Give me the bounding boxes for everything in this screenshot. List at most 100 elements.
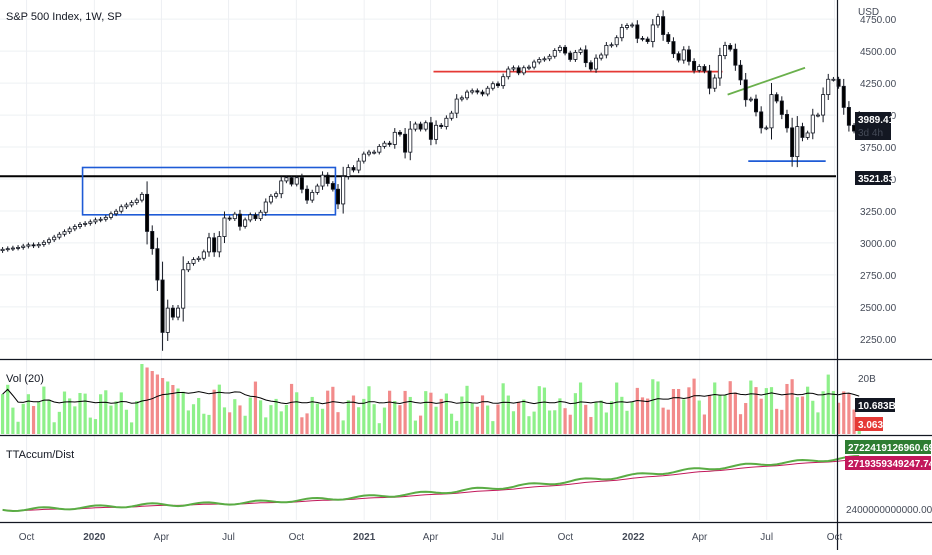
candle-down <box>325 174 330 184</box>
volume-bar <box>800 396 805 434</box>
volume-bar <box>186 410 190 434</box>
price-tick-label: 3250.00 <box>860 207 897 218</box>
candle-up <box>243 219 248 227</box>
candle-down <box>227 217 232 220</box>
candle-up <box>176 307 181 318</box>
volume-bar <box>806 386 810 434</box>
volume-bar <box>677 388 681 434</box>
volume-bar <box>852 409 856 434</box>
time-tick-label: Oct <box>289 532 305 543</box>
support-level-badge: 3521.83 <box>855 171 895 185</box>
volume-bar <box>615 382 619 434</box>
candle-up <box>681 49 686 61</box>
accum-axis-label: 2400000000000.00 <box>846 505 932 516</box>
candle-up <box>650 24 655 42</box>
time-tick-label: Oct <box>827 532 843 543</box>
candle-up <box>697 66 702 71</box>
volume-bar <box>506 395 510 434</box>
candle-up <box>542 58 547 61</box>
volume-bar <box>135 401 139 434</box>
candle-up <box>382 142 387 147</box>
volume-bar <box>393 401 397 434</box>
candle-up <box>108 213 113 218</box>
candle-up <box>526 66 531 69</box>
candle-up <box>444 117 449 127</box>
volume-bar <box>692 378 696 434</box>
volume-bar <box>491 421 495 434</box>
volume-bar <box>697 400 701 434</box>
volume-bar <box>289 383 294 434</box>
candle-up <box>557 46 562 51</box>
volume-bar <box>486 405 490 434</box>
candle-down <box>418 123 423 130</box>
candle-down <box>738 64 743 81</box>
volume-bar <box>99 394 103 434</box>
candle-up <box>201 251 206 259</box>
candle-down <box>397 131 402 135</box>
volume-bar <box>295 392 299 434</box>
candle-up <box>124 204 129 208</box>
candle-up <box>98 218 103 221</box>
volume-bar <box>346 400 350 434</box>
candle-up <box>547 55 552 60</box>
time-axis: Oct 2020 Apr Jul Oct 2021 Apr Jul Oct 2022 Apr Jul O… <box>19 532 843 543</box>
volume-bar <box>382 407 387 434</box>
volume-bar <box>357 407 361 434</box>
volume-bar <box>687 387 691 434</box>
volume-bar <box>434 406 438 434</box>
candle-down <box>635 24 640 39</box>
candle-up <box>83 222 88 225</box>
candle-up <box>717 55 722 79</box>
volume-bar <box>527 416 531 434</box>
volume-bar <box>21 403 25 434</box>
candle-up <box>361 153 366 162</box>
volume-bar <box>630 401 634 434</box>
volume-bar <box>480 395 485 434</box>
candle-up <box>392 131 397 145</box>
candle-up <box>619 27 624 39</box>
volume-bar <box>202 413 206 434</box>
candle-up <box>294 177 299 185</box>
candle-up <box>263 201 268 213</box>
volume-bar <box>191 404 196 434</box>
volume-bar <box>764 388 768 434</box>
candle-up <box>815 114 820 117</box>
volume-bar <box>181 391 185 434</box>
volume-bar <box>300 417 304 434</box>
volume-bar <box>57 411 61 434</box>
candle-up <box>10 247 15 250</box>
volume-bar <box>47 399 51 434</box>
volume-bar <box>109 405 113 434</box>
volume-bar <box>388 390 392 434</box>
volume-bar <box>547 410 552 434</box>
volume-bar <box>728 381 732 434</box>
candle-up <box>625 25 629 28</box>
candle-down <box>671 41 676 55</box>
price-tick-label: 2250.00 <box>860 335 897 346</box>
volume-bar <box>599 400 603 434</box>
volume-bar <box>243 415 247 434</box>
volume-bar <box>269 405 273 434</box>
candle-down <box>692 60 697 71</box>
candle-up <box>449 112 454 119</box>
candle-up <box>599 54 604 59</box>
candle-down <box>707 70 712 89</box>
candle-up <box>114 210 119 215</box>
candle-down <box>31 244 36 247</box>
candle-up <box>165 307 170 333</box>
volume-bar <box>511 411 516 434</box>
candle-up <box>769 94 774 129</box>
candle-up <box>413 123 418 130</box>
candle-up <box>88 221 93 224</box>
candle-up <box>423 122 428 130</box>
volume-bar <box>836 402 841 434</box>
volume-bar <box>785 383 789 434</box>
volume-bar <box>604 412 608 434</box>
candle-up <box>186 262 191 271</box>
candle-down <box>563 46 568 54</box>
volume-bar <box>790 379 794 434</box>
candle-down <box>774 94 779 102</box>
candle-up <box>454 98 459 114</box>
candle-up <box>62 231 67 235</box>
